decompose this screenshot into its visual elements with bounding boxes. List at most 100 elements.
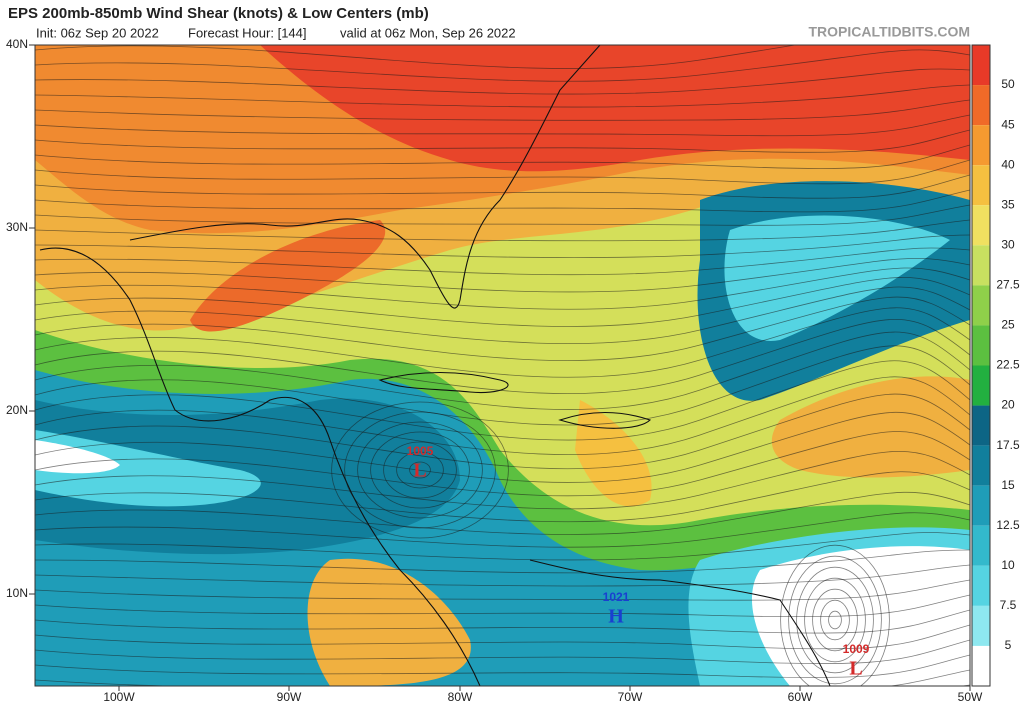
center-symbol: H	[608, 606, 624, 628]
streamline	[35, 471, 970, 523]
streamline	[35, 219, 970, 242]
colorbar-label: 27.5	[996, 278, 1020, 292]
streamline	[35, 247, 970, 276]
vortex	[820, 599, 850, 641]
streamline	[35, 654, 970, 678]
streamline	[35, 491, 970, 535]
colorbar-segment	[972, 45, 990, 86]
streamline	[35, 451, 970, 510]
colorbar-label: 7.5	[1000, 598, 1017, 612]
colorbar-label: 10	[1001, 558, 1015, 572]
lat-label: 40N	[6, 37, 28, 51]
vortex	[331, 401, 509, 539]
colorbar-segment	[972, 565, 990, 606]
lat-label: 10N	[6, 586, 28, 600]
streamline	[35, 431, 970, 497]
colorbar-label: 17.5	[996, 438, 1020, 452]
colorbar-label: 15	[1001, 478, 1015, 492]
streamline	[35, 159, 970, 185]
title: EPS 200mb-850mb Wind Shear (knots) & Low…	[8, 5, 429, 22]
vortex	[788, 555, 882, 685]
vortex	[828, 610, 842, 630]
center-symbol: L	[413, 460, 426, 482]
colorbar-label: 40	[1001, 157, 1015, 171]
vortex	[396, 451, 444, 489]
colorbar-label: 20	[1001, 398, 1015, 412]
colorbar-label: 25	[1001, 318, 1015, 332]
streamline	[35, 319, 970, 394]
colorbar-frame	[971, 44, 991, 687]
init: Init: 06z Sep 20 2022	[36, 25, 159, 40]
colorbar-label: 5	[1005, 638, 1012, 652]
center-pressure: 1009	[843, 642, 870, 656]
colorbar-label: 45	[1001, 117, 1015, 131]
vortex	[370, 431, 470, 509]
center-pressure: 1021	[603, 590, 630, 604]
colorbar-segment	[972, 125, 990, 166]
center-pressure: 1005	[407, 444, 434, 458]
lon-label: 100W	[103, 690, 135, 704]
lat-label: 20N	[6, 403, 28, 417]
streamline	[35, 609, 970, 634]
map-frame	[34, 44, 971, 687]
lat-label: 30N	[6, 220, 28, 234]
colorbar-label: 35	[1001, 197, 1015, 211]
streamline	[35, 564, 970, 587]
streamline	[35, 579, 970, 601]
streamline	[35, 204, 970, 226]
streamline	[35, 639, 970, 665]
streamline	[35, 277, 970, 327]
vortex	[796, 566, 874, 674]
streamline	[35, 99, 970, 121]
vortex	[357, 421, 483, 519]
map	[35, 45, 970, 686]
colorbar-segment	[972, 605, 990, 646]
streamline	[35, 512, 970, 548]
lon-label: 80W	[448, 690, 473, 704]
watermark: TROPICALTIDBITS.COM	[808, 24, 970, 40]
streamline	[35, 45, 798, 69]
vortex	[409, 461, 431, 479]
streamline	[960, 684, 970, 686]
vortex	[383, 441, 457, 499]
streamline	[35, 331, 970, 410]
colorbar-segment	[972, 445, 990, 486]
vortex	[780, 544, 890, 686]
vortex	[344, 411, 496, 529]
colorbar-segment	[972, 525, 990, 566]
streamline	[35, 594, 970, 618]
colorbar-segment	[972, 405, 990, 446]
vortex	[804, 577, 866, 663]
streamline	[35, 267, 970, 310]
streamline	[35, 393, 970, 470]
streamline	[35, 234, 970, 259]
vortex	[812, 588, 858, 652]
streamline	[35, 49, 970, 82]
forecast-hour: Forecast Hour: [144]	[188, 25, 307, 40]
streamline	[35, 84, 970, 108]
center-symbol: L	[849, 658, 862, 680]
lon-label: 60W	[788, 690, 813, 704]
streamline	[35, 257, 970, 293]
colorbar-segment	[972, 365, 990, 406]
colorbar-segment	[972, 165, 990, 206]
lon-label: 90W	[277, 690, 302, 704]
colorbar-segment	[972, 485, 990, 526]
streamline	[35, 549, 970, 574]
colorbar-segment	[972, 205, 990, 246]
colorbar-label: 12.5	[996, 518, 1020, 532]
colorbar-label: 50	[1001, 77, 1015, 91]
streamline	[35, 129, 970, 153]
lon-label: 50W	[958, 690, 983, 704]
colorbar-segment	[972, 325, 990, 366]
streamline	[35, 411, 970, 483]
streamline	[35, 532, 970, 561]
streamline	[35, 360, 970, 441]
colorbar-label: 30	[1001, 237, 1015, 251]
streamline	[35, 296, 970, 361]
colorbar-segment	[972, 245, 990, 286]
streamline	[35, 286, 970, 345]
colorbar-segment	[972, 85, 990, 126]
lon-label: 70W	[618, 690, 643, 704]
